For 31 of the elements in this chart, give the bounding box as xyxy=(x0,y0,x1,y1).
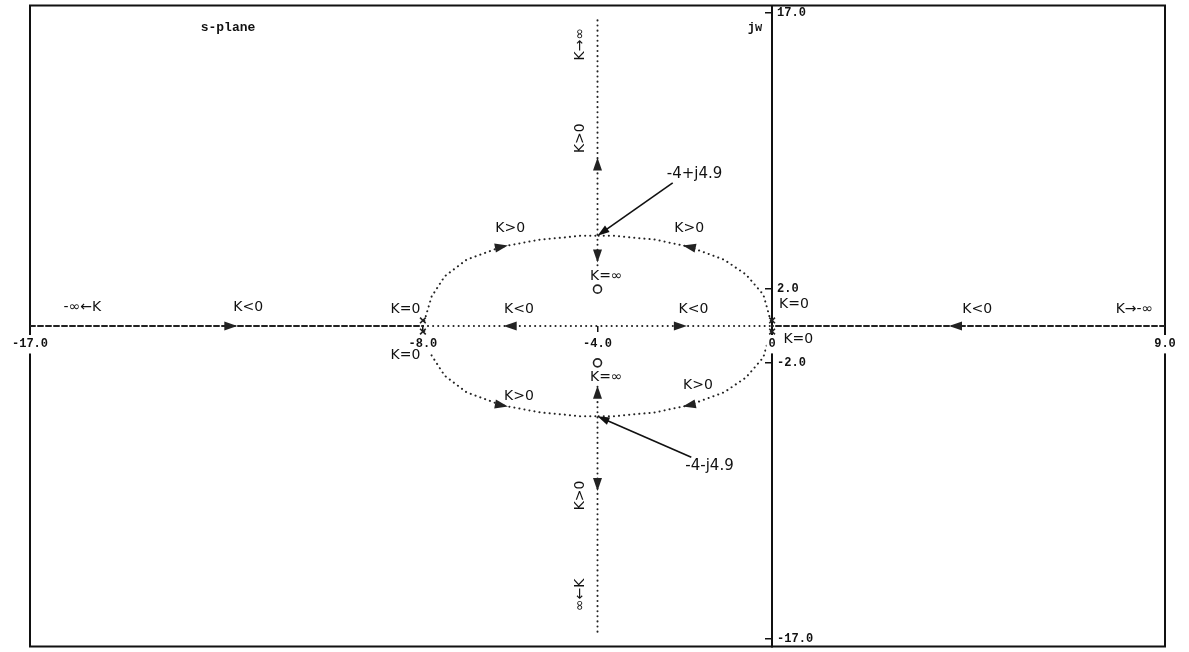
y-axis-title: jw xyxy=(747,20,763,35)
annotation: K<0 xyxy=(962,300,993,317)
y-tick-label: -17.0 xyxy=(777,632,814,647)
annotation: K=∞ xyxy=(589,368,623,385)
annotation: ∞←K xyxy=(570,577,587,612)
annotation: K>0 xyxy=(504,386,534,403)
annotation: K>0 xyxy=(683,375,713,392)
annotation: K>0 xyxy=(495,219,526,236)
x-tick-label: 0 xyxy=(768,337,776,352)
annotation: K→∞ xyxy=(570,27,587,61)
annotation: K>0 xyxy=(570,480,587,511)
annotation: K=0 xyxy=(783,329,814,346)
x-tick-label: 9.0 xyxy=(1154,337,1176,352)
x-tick-label: -4.0 xyxy=(583,337,612,352)
annotation: K=0 xyxy=(779,294,809,311)
y-tick-label: 2.0 xyxy=(777,282,799,297)
annotation: K=0 xyxy=(390,300,421,317)
y-tick-label: 17.0 xyxy=(777,5,806,20)
annotation: K>0 xyxy=(570,123,587,154)
annotation: K→-∞ xyxy=(1115,300,1154,317)
text: s-plane xyxy=(200,19,256,35)
annotation: -4-j4.9 xyxy=(685,456,734,475)
annotation: K=∞ xyxy=(589,266,623,283)
annotation: -4+j4.9 xyxy=(666,163,723,182)
annotation: K<0 xyxy=(504,300,534,317)
annotation: K<0 xyxy=(233,298,264,315)
annotation: K<0 xyxy=(678,300,709,317)
y-tick-label: -2.0 xyxy=(777,355,806,370)
x-tick-label: -17.0 xyxy=(11,337,49,352)
annotation: -∞←K xyxy=(63,298,103,315)
annotation: K>0 xyxy=(674,219,705,236)
